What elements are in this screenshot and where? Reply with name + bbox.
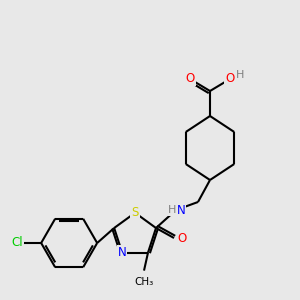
Text: H: H — [236, 70, 244, 80]
Text: S: S — [131, 206, 139, 219]
Text: O: O — [185, 73, 195, 85]
Text: CH₃: CH₃ — [134, 277, 154, 286]
Text: H: H — [168, 205, 176, 215]
Text: Cl: Cl — [11, 236, 23, 250]
Text: O: O — [225, 73, 235, 85]
Text: N: N — [177, 203, 185, 217]
Text: O: O — [177, 232, 187, 244]
Text: N: N — [118, 246, 127, 259]
